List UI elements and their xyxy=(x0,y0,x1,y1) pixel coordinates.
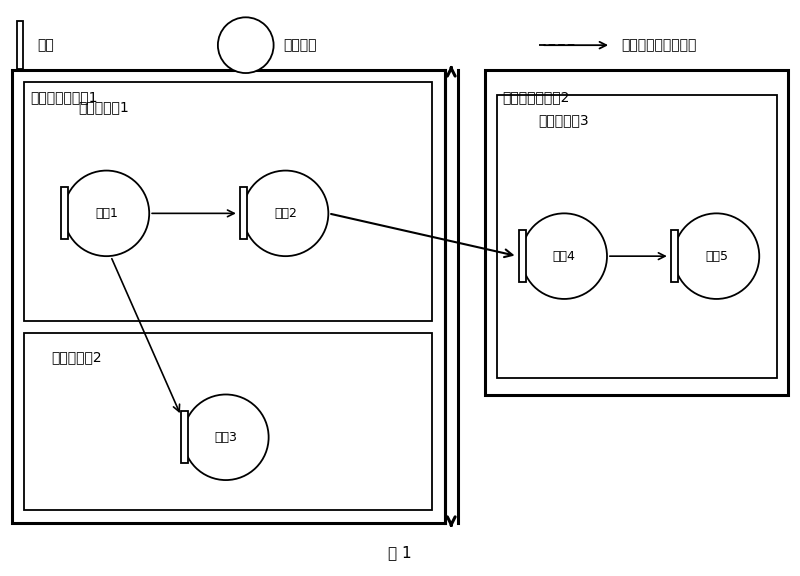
Bar xyxy=(240,187,247,239)
Text: 地址空间块2: 地址空间块2 xyxy=(52,351,102,365)
Circle shape xyxy=(183,395,269,480)
Text: 地址空间块1: 地址空间块1 xyxy=(78,100,130,114)
Bar xyxy=(24,333,432,510)
Bar xyxy=(485,70,788,396)
Text: 构件5: 构件5 xyxy=(705,249,728,263)
Bar xyxy=(17,21,23,69)
Bar xyxy=(61,187,68,239)
Bar xyxy=(181,411,187,463)
Text: 单一机器空间块1: 单一机器空间块1 xyxy=(30,90,98,104)
Text: 绑定（有多种通道）: 绑定（有多种通道） xyxy=(621,38,696,52)
Circle shape xyxy=(64,170,150,256)
Circle shape xyxy=(218,17,274,73)
Text: 单一机器空间块2: 单一机器空间块2 xyxy=(502,90,570,104)
Bar xyxy=(519,230,526,282)
Text: 构件2: 构件2 xyxy=(274,207,297,220)
Text: 内核构件: 内核构件 xyxy=(283,38,317,52)
Text: 构件4: 构件4 xyxy=(553,249,576,263)
Text: 图 1: 图 1 xyxy=(388,545,412,560)
Circle shape xyxy=(242,170,328,256)
Bar xyxy=(671,230,678,282)
Bar xyxy=(24,82,432,321)
Text: 接口: 接口 xyxy=(38,38,54,52)
Text: 地址空间块3: 地址空间块3 xyxy=(538,113,589,127)
Bar xyxy=(12,70,445,523)
Text: 构件3: 构件3 xyxy=(214,431,238,444)
Circle shape xyxy=(522,213,607,299)
Text: 构件1: 构件1 xyxy=(95,207,118,220)
Bar xyxy=(497,95,777,377)
Circle shape xyxy=(674,213,759,299)
